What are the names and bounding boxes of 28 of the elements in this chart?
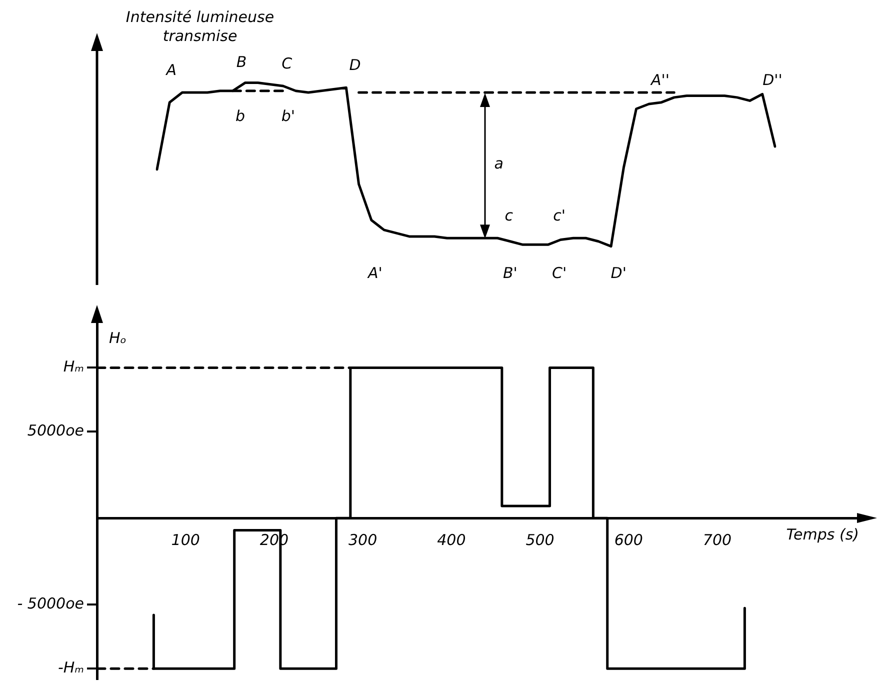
text: A': [366, 264, 382, 282]
y-tick-label: -Hₘ: [58, 658, 84, 677]
annotation: A'': [650, 70, 670, 89]
annotation: b': [281, 106, 295, 125]
x-tick-label: 700: [702, 531, 732, 550]
text: A: [165, 61, 177, 80]
y-tick-label: 5000oe: [27, 422, 84, 440]
y-axis-title: Intensité lumineuse transmise: [126, 8, 274, 45]
x-tick-label: 100: [171, 531, 200, 550]
annotation: D'': [762, 70, 782, 89]
annotation: b: [235, 106, 246, 125]
x-tick-label: 300: [348, 531, 378, 550]
y-tick-label: - 5000oe: [17, 594, 84, 613]
text: B': [502, 264, 518, 282]
y-axis-title: Hₒ: [109, 329, 126, 347]
text: D: [349, 56, 361, 74]
x-axis-title: Temps (s): [786, 526, 859, 544]
annotation: a: [494, 154, 504, 172]
annotation: c': [553, 206, 566, 225]
x-tick-label: 400: [437, 531, 466, 550]
x-tick-label: 600: [614, 531, 643, 550]
text: C': [552, 264, 567, 282]
annotation: c: [504, 206, 514, 225]
x-tick-label: 500: [526, 531, 554, 550]
text: D': [610, 264, 626, 282]
y-tick-label: Hₘ: [63, 358, 84, 376]
text: B: [236, 52, 247, 71]
text: C: [282, 54, 293, 73]
